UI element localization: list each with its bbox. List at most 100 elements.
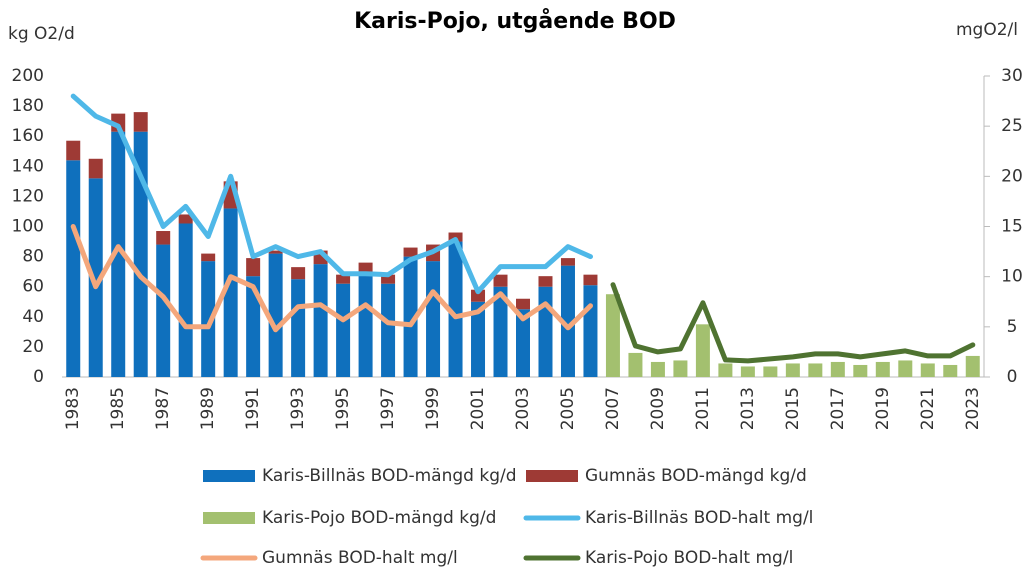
x-tick-label: 1985 <box>108 387 128 430</box>
bar <box>268 253 283 377</box>
x-tick-label: 2005 <box>558 387 578 430</box>
line <box>70 93 593 295</box>
x-tick-label: 1999 <box>423 387 443 430</box>
bar <box>471 301 486 377</box>
x-tick-label: 1989 <box>198 387 218 430</box>
bar <box>943 364 958 377</box>
bar <box>493 286 508 377</box>
y-tick-label: 160 <box>12 126 44 146</box>
x-tick-label: 2013 <box>738 387 758 430</box>
legend-swatch <box>203 470 255 482</box>
bar <box>898 360 913 377</box>
bar <box>358 262 373 272</box>
bar <box>336 283 351 377</box>
bar <box>403 256 418 377</box>
bar <box>66 140 81 161</box>
bar <box>358 271 373 377</box>
bar <box>133 112 148 132</box>
x-tick-label: 2021 <box>918 387 938 430</box>
x-tick-label: 1993 <box>288 387 308 430</box>
x-tick-label: 2019 <box>873 387 893 430</box>
x-tick-label: 2007 <box>603 387 623 430</box>
y-tick-label: 80 <box>22 247 44 267</box>
bar <box>516 309 530 377</box>
y2-tick-label: 15 <box>1001 217 1023 237</box>
x-tick-label: 1987 <box>153 387 173 430</box>
bar <box>246 258 261 277</box>
legend-label: Gumnäs BOD-halt mg/l <box>262 548 458 568</box>
bar <box>201 253 216 262</box>
y-tick-label: 60 <box>22 277 44 297</box>
chart-title: Karis-Pojo, utgående BOD <box>354 8 676 34</box>
bar <box>583 285 598 377</box>
y2-tick-label: 25 <box>1001 116 1023 136</box>
bar <box>808 363 823 377</box>
y-tick-label: 200 <box>12 66 44 86</box>
x-tick-label: 2017 <box>828 387 848 430</box>
y-tick-label: 20 <box>22 337 44 357</box>
y2-tick-label: 20 <box>1001 166 1023 186</box>
bar <box>493 274 508 287</box>
bar <box>740 366 755 377</box>
y-tick-label: 40 <box>22 307 44 327</box>
x-tick-label: 2023 <box>963 387 983 430</box>
y2-tick-label: 30 <box>1001 66 1023 86</box>
legend-label: Karis-Pojo BOD-halt mg/l <box>585 548 793 568</box>
bar <box>268 250 283 254</box>
x-tick-label: 2009 <box>648 387 668 430</box>
bar <box>695 324 710 377</box>
x-tick-label: 1991 <box>243 387 263 430</box>
y-axis-label: kg O2/d <box>8 24 75 44</box>
bar <box>313 264 328 377</box>
bar <box>875 361 890 377</box>
bar <box>381 283 396 377</box>
bar <box>291 279 306 377</box>
bar <box>246 276 261 377</box>
y2-tick-label: 10 <box>1001 267 1023 287</box>
y-tick-label: 140 <box>12 156 44 176</box>
legend-label: Gumnäs BOD-mängd kg/d <box>585 466 807 486</box>
bar <box>560 265 575 377</box>
bar <box>133 131 148 377</box>
bar <box>336 274 351 284</box>
bar <box>673 360 688 377</box>
x-tick-label: 2015 <box>783 387 803 430</box>
bar <box>471 289 486 302</box>
y2-axis-label: mgO2/l <box>956 20 1018 40</box>
bar <box>156 244 171 377</box>
bar <box>426 261 441 377</box>
bar <box>763 366 778 377</box>
y2-tick-label: 5 <box>1007 317 1018 337</box>
x-tick-label: 2011 <box>693 387 713 430</box>
y-tick-label: 0 <box>33 367 44 387</box>
line <box>70 224 593 333</box>
line <box>610 282 976 364</box>
x-tick-label: 1983 <box>63 387 83 430</box>
bar <box>448 241 463 377</box>
bar <box>178 223 193 377</box>
y2-tick-label: 0 <box>1007 367 1018 387</box>
legend-swatch <box>203 512 255 524</box>
bar <box>88 158 103 179</box>
bar <box>560 258 575 266</box>
legend-label: Karis-Billnäs BOD-mängd kg/d <box>262 466 517 486</box>
bar <box>178 214 193 224</box>
bar <box>538 276 553 287</box>
bar <box>291 267 306 280</box>
y-tick-label: 100 <box>12 217 44 237</box>
bar <box>111 131 126 377</box>
bar <box>66 160 81 377</box>
bar <box>381 274 396 284</box>
bar <box>650 361 665 377</box>
y-tick-label: 120 <box>12 186 44 206</box>
x-tick-label: 1997 <box>378 387 398 430</box>
bar <box>583 274 598 286</box>
bar <box>88 178 103 377</box>
bar <box>853 364 868 377</box>
x-tick-label: 2001 <box>468 387 488 430</box>
y-tick-label: 180 <box>12 96 44 116</box>
bar <box>965 355 980 377</box>
bar <box>156 231 171 245</box>
legend-swatch <box>526 470 578 482</box>
